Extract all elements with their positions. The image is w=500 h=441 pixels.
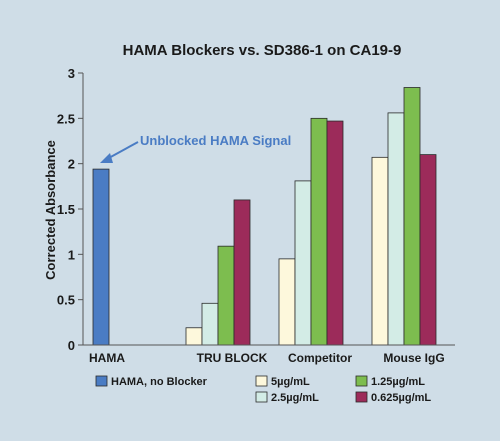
x-category-label: TRU BLOCK <box>197 351 268 365</box>
bar-tru-block-1 <box>185 327 203 346</box>
bar-tru-block-2 <box>201 302 219 346</box>
bar-tru-block-4 <box>233 199 251 346</box>
legend-swatch <box>355 375 368 387</box>
annotation: Unblocked HAMA Signal <box>100 133 291 163</box>
y-axis-ticks: 0 0.5 1 1.5 2 2.5 3 <box>57 66 83 353</box>
legend-label: 2.5µg/mL <box>271 392 319 404</box>
y-tick-label: 3 <box>68 66 75 81</box>
bar-competitor-2 <box>294 180 312 346</box>
legend-label: 5µg/mL <box>271 376 310 388</box>
bar-competitor-4 <box>326 120 344 346</box>
bar-tru-block-3 <box>217 245 235 346</box>
legend-swatch <box>255 391 268 403</box>
bar-hama-0 <box>92 168 110 346</box>
bar-mouse-igg-3 <box>403 87 421 346</box>
bar-mouse-igg-2 <box>387 112 405 346</box>
legend-label: 1.25µg/mL <box>371 376 425 388</box>
y-tick-label: 1.5 <box>57 202 75 217</box>
legend-label: HAMA, no Blocker <box>111 376 208 388</box>
y-axis-label: Corrected Absorbance <box>43 140 58 280</box>
x-category-label: Mouse IgG <box>383 351 444 365</box>
axes <box>82 73 455 346</box>
bar-competitor-3 <box>310 117 328 346</box>
bar-mouse-igg-1 <box>371 156 389 346</box>
x-category-label: Competitor <box>288 351 352 365</box>
x-category-label: HAMA <box>89 351 125 365</box>
y-tick-label: 0.5 <box>57 293 75 308</box>
y-tick-label: 2 <box>68 157 75 172</box>
annotation-text: Unblocked HAMA Signal <box>140 133 291 148</box>
annotation-arrowhead <box>100 153 113 163</box>
legend-swatch <box>255 375 268 387</box>
legend-swatch <box>355 391 368 403</box>
x-axis-categories: HAMA TRU BLOCK Competitor Mouse IgG <box>89 351 445 365</box>
annotation-arrow-line <box>106 141 139 160</box>
chart-title: HAMA Blockers vs. SD386-1 on CA19-9 <box>123 42 402 59</box>
legend-swatch <box>95 375 108 387</box>
y-tick-label: 2.5 <box>57 111 75 126</box>
bars <box>92 87 437 346</box>
y-tick-label: 0 <box>68 338 75 353</box>
legend: HAMA, no Blocker 5µg/mL 2.5µg/mL 1.25µg/mL 0… <box>95 375 431 404</box>
legend-label: 0.625µg/mL <box>371 392 431 404</box>
bar-competitor-1 <box>278 258 296 346</box>
y-tick-label: 1 <box>68 247 75 262</box>
bar-mouse-igg-4 <box>419 154 437 346</box>
